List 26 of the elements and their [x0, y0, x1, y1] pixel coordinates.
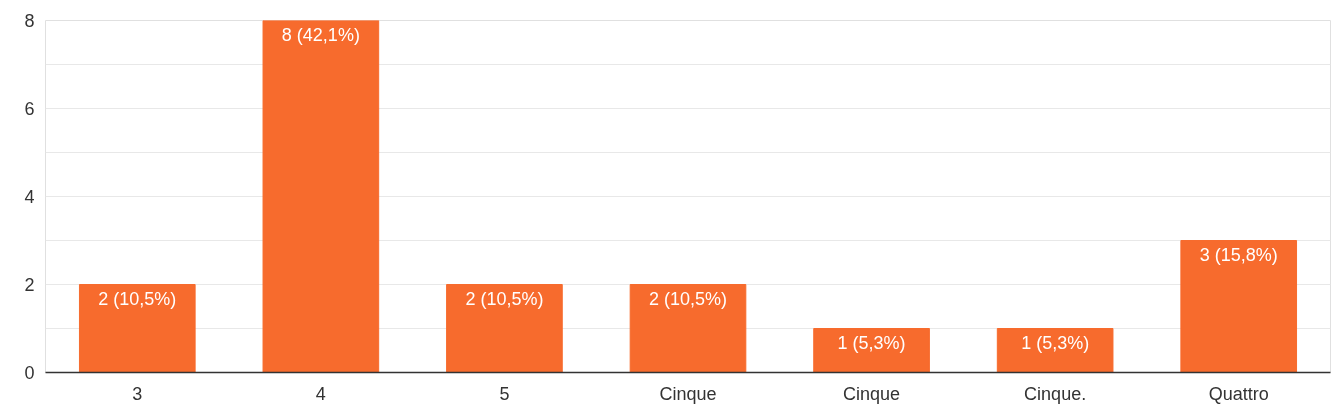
x-tick-label: 3: [132, 383, 143, 404]
bar: [446, 284, 563, 373]
x-tick-label: Quattro: [1208, 383, 1269, 404]
x-tick-label: 4: [315, 383, 326, 404]
bar: [262, 20, 380, 373]
x-tick-label: 5: [499, 383, 510, 404]
data-label: 8 (42,1%): [281, 24, 360, 45]
data-label: 2 (10,5%): [465, 288, 544, 309]
y-tick-label: 0: [24, 363, 35, 383]
data-label: 1 (5,3%): [1021, 332, 1090, 353]
y-tick-label: 2: [24, 275, 35, 295]
data-label: 2 (10,5%): [98, 288, 177, 309]
x-tick-label: Cinque: [659, 383, 717, 404]
bar: [78, 284, 196, 373]
bar: [1180, 240, 1298, 373]
data-label: 1 (5,3%): [837, 332, 906, 353]
y-tick-label: 6: [24, 99, 35, 119]
y-tick-label: 8: [24, 11, 35, 31]
data-label: 3 (15,8%): [1199, 244, 1278, 265]
bar: [629, 284, 747, 373]
data-label: 2 (10,5%): [648, 288, 728, 309]
x-tick-label: Cinque: [843, 383, 901, 404]
bar: [996, 328, 1114, 373]
x-tick-label: Cinque.: [1024, 383, 1087, 404]
bar: [813, 328, 930, 373]
y-tick-label: 4: [24, 187, 35, 207]
